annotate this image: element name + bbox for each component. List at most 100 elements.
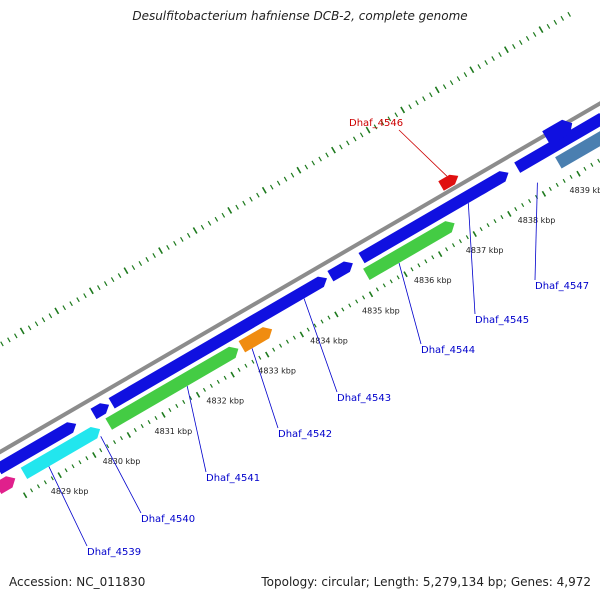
outer-tick-mark: [546, 23, 551, 29]
gene-label[interactable]: Dhaf_4541: [206, 473, 260, 484]
inner-tick-mark: [258, 355, 262, 360]
gene-arrow[interactable]: [363, 221, 455, 280]
outer-tick-mark: [186, 232, 191, 238]
outer-tick-mark: [131, 265, 136, 270]
gene-leader-line: [251, 348, 279, 429]
outer-tick-mark: [249, 196, 253, 202]
gene-leader-line: [48, 466, 88, 547]
inner-tick-mark: [133, 428, 137, 433]
gene-label[interactable]: Dhaf_4545: [475, 315, 529, 326]
outer-tick-mark: [415, 100, 419, 106]
inner-tick-mark: [237, 367, 241, 372]
gene-label[interactable]: Dhaf_4540: [141, 514, 195, 525]
gene-leader-line: [186, 385, 207, 473]
outer-tick-mark: [69, 301, 73, 307]
inner-tick-mark: [140, 424, 144, 429]
inner-tick-mark: [223, 375, 227, 380]
outer-tick-mark: [567, 11, 571, 17]
inner-tick-mark: [64, 468, 68, 473]
inner-tick-mark: [590, 162, 594, 167]
gene-arrow[interactable]: [479, 185, 490, 195]
inner-tick-mark: [202, 387, 206, 392]
inner-tick-mark: [195, 391, 201, 398]
inner-tick-mark: [299, 331, 305, 338]
outer-tick-mark: [166, 244, 170, 250]
outer-tick-mark: [27, 325, 32, 331]
inner-tick-mark: [306, 327, 310, 332]
outer-tick-mark: [429, 92, 433, 98]
inner-tick-mark: [451, 243, 456, 248]
gene-label[interactable]: Dhaf_4543: [337, 393, 391, 404]
gene-arrow[interactable]: [0, 476, 16, 494]
inner-tick-mark: [154, 415, 158, 421]
outer-tick-mark: [477, 64, 482, 70]
outer-tick-mark: [463, 72, 468, 78]
inner-tick-mark: [230, 371, 235, 378]
tick-label: 4836 kbp: [414, 276, 452, 285]
gene-label[interactable]: Dhaf_4542: [278, 429, 332, 440]
outer-tick-mark: [180, 236, 184, 242]
gene-arrow[interactable]: [555, 122, 600, 169]
gene-arrow[interactable]: [238, 327, 273, 353]
outer-tick-mark: [512, 44, 516, 49]
outer-tick-mark: [123, 267, 129, 275]
gene-arrow[interactable]: [514, 113, 600, 173]
gene-arrow[interactable]: [105, 346, 239, 430]
gene-arrow[interactable]: [438, 174, 459, 191]
tick-label: 4837 kbp: [466, 246, 504, 255]
gene-leader-line: [534, 182, 538, 281]
inner-tick-mark: [189, 395, 193, 400]
inner-tick-mark: [265, 351, 270, 358]
outer-tick-mark: [359, 132, 364, 138]
outer-tick-mark: [62, 305, 66, 311]
outer-tick-mark: [19, 327, 25, 335]
inner-tick-mark: [465, 235, 469, 240]
inner-tick-mark: [541, 190, 547, 197]
inner-tick-mark: [313, 323, 317, 328]
inner-tick-mark: [147, 420, 151, 425]
outer-tick-mark: [325, 152, 329, 158]
inner-tick-mark: [597, 158, 600, 163]
gene-arrow[interactable]: [327, 261, 353, 282]
outer-tick-mark: [83, 293, 87, 299]
outer-tick-mark: [261, 186, 267, 194]
outer-tick-mark: [352, 136, 357, 142]
gene-label[interactable]: Dhaf_4544: [421, 345, 475, 356]
inner-tick-mark: [57, 472, 62, 479]
gene-arrow[interactable]: [0, 422, 77, 475]
genome-backbone: [0, 101, 600, 455]
outer-tick-mark: [469, 66, 475, 74]
inner-tick-mark: [216, 379, 220, 384]
gene-arrow[interactable]: [90, 403, 110, 420]
inner-tick-mark: [348, 303, 352, 308]
outer-tick-mark: [456, 76, 461, 82]
outer-tick-mark: [532, 31, 537, 37]
inner-tick-mark: [113, 440, 117, 445]
inner-tick-mark: [341, 307, 345, 312]
gene-arrow[interactable]: [358, 171, 509, 264]
gene-arrow[interactable]: [108, 276, 327, 409]
genome-summary: Topology: circular; Length: 5,279,134 bp…: [261, 575, 591, 589]
outer-tick-mark: [304, 164, 309, 170]
inner-tick-mark: [382, 283, 386, 288]
gene-arrow[interactable]: [542, 119, 573, 145]
outer-tick-mark: [283, 176, 288, 182]
outer-tick-mark: [7, 337, 11, 343]
gene-arrow[interactable]: [20, 427, 101, 479]
inner-tick-mark: [417, 263, 421, 268]
gene-label[interactable]: Dhaf_4539: [87, 547, 141, 558]
tick-label: 4839 kbp: [570, 186, 600, 195]
inner-tick-mark: [279, 343, 283, 348]
inner-tick-mark: [272, 347, 276, 352]
outer-tick-mark: [518, 40, 523, 45]
inner-tick-mark: [182, 399, 186, 404]
outer-tick-mark: [400, 106, 406, 114]
outer-tick-mark: [214, 216, 219, 222]
outer-tick-mark: [14, 333, 18, 339]
gene-label[interactable]: Dhaf_4546: [349, 118, 403, 129]
gene-label[interactable]: Dhaf_4547: [535, 281, 589, 292]
outer-tick-mark: [235, 204, 239, 210]
outer-tick-mark: [434, 86, 440, 94]
outer-tick-mark: [422, 96, 426, 102]
